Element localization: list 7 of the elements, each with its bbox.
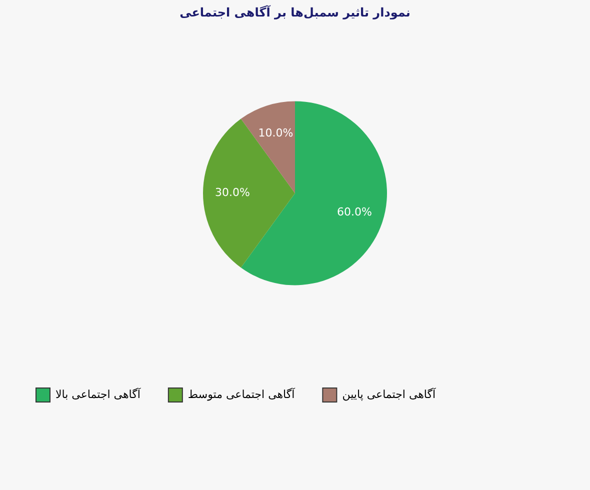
legend-label: آگاهی اجتماعی پایین [342, 386, 437, 401]
legend-label: آگاهی اجتماعی متوسط [188, 386, 296, 401]
data-label: 30.0% [214, 186, 250, 200]
chart-title: نمودار تاثیر سمبل‌ها بر آگاهی اجتماعی [180, 4, 410, 20]
legend-label: آگاهی اجتماعی بالا [56, 386, 142, 401]
data-label: 10.0% [258, 126, 294, 140]
data-label: 60.0% [337, 205, 372, 218]
